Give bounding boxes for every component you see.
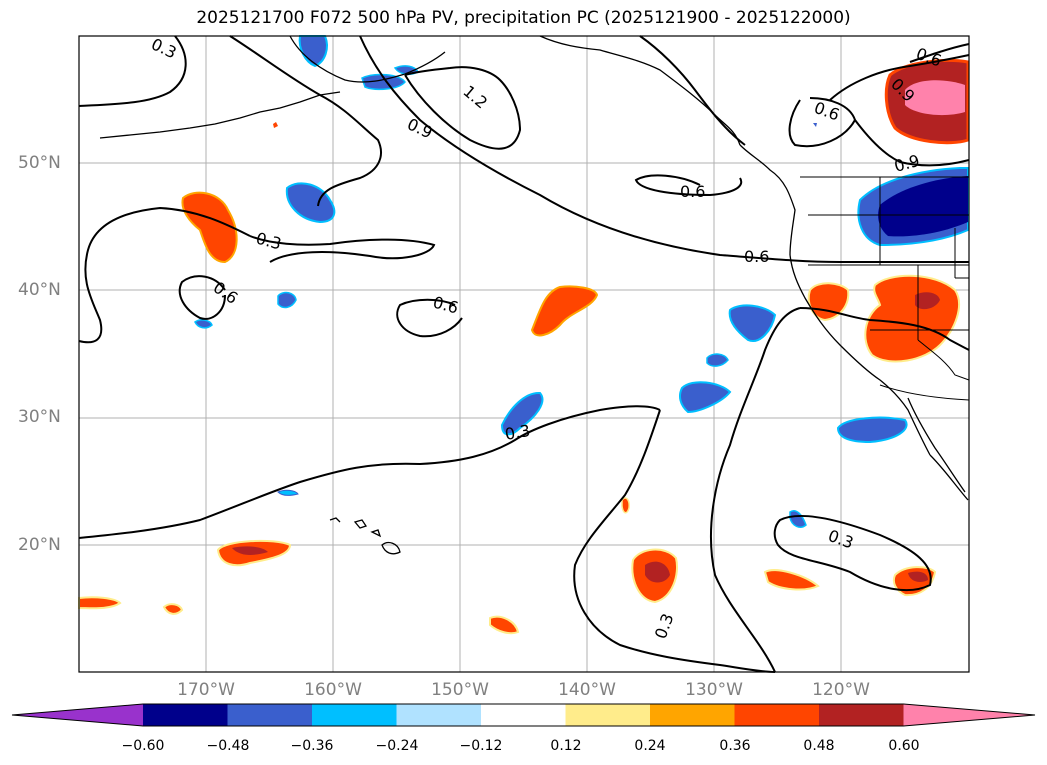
- lon-label: 130°W: [685, 680, 743, 700]
- precip-patch: [789, 510, 807, 528]
- precip-patch: [813, 123, 817, 127]
- precip-patch: [162, 603, 184, 615]
- colorbar-tick-label: 0.24: [634, 738, 666, 754]
- lat-label: 50°N: [18, 153, 61, 173]
- contour-label: 0.6: [680, 182, 705, 201]
- precip-patch: [273, 122, 278, 128]
- colorbar-tick-label: 0.36: [719, 738, 751, 754]
- precip-patch: [232, 546, 268, 555]
- lon-label: 170°W: [177, 680, 235, 700]
- precip-patch: [905, 80, 965, 116]
- precip-patch: [489, 615, 520, 635]
- colorbar-swatch: [565, 704, 651, 726]
- precip-patch: [285, 182, 336, 224]
- precip-patch: [181, 191, 238, 264]
- colorbar-tick-label: −0.36: [290, 738, 334, 754]
- precip-patch: [728, 304, 777, 342]
- lat-label: 40°N: [18, 280, 61, 300]
- map-frame: [78, 35, 970, 673]
- precip-patch: [194, 319, 213, 329]
- lon-label: 120°W: [812, 680, 870, 700]
- precip-patch: [530, 285, 599, 337]
- precip-patch: [878, 176, 968, 237]
- colorbar-swatch: [481, 704, 566, 726]
- colorbar-swatch: [819, 704, 904, 726]
- lon-label: 150°W: [431, 680, 489, 700]
- coastlines: [99, 35, 969, 555]
- colorbar-tick-label: −0.12: [459, 738, 503, 754]
- lat-label: 30°N: [18, 407, 61, 427]
- precip-patch: [908, 571, 928, 582]
- lat-label: 20°N: [18, 535, 61, 555]
- precip-patch: [621, 497, 630, 514]
- precip-patch: [298, 35, 328, 68]
- lon-label: 160°W: [304, 680, 362, 700]
- contour-label: 0.3: [503, 421, 531, 444]
- colorbar-tick-label: −0.60: [121, 738, 165, 754]
- precip-patch: [78, 596, 122, 610]
- colorbar-swatch: [734, 704, 820, 726]
- precip-patch: [277, 489, 299, 496]
- precip-patch: [679, 381, 732, 414]
- precip-patch: [836, 416, 908, 444]
- colorbar-tick-label: −0.24: [375, 738, 419, 754]
- map-title: 2025121700 F072 500 hPa PV, precipitatio…: [196, 8, 851, 28]
- precip-patch: [277, 291, 297, 309]
- precip-patch: [500, 391, 544, 436]
- colorbar-tick-label: 0.48: [803, 738, 835, 754]
- colorbar-swatch: [650, 704, 735, 726]
- colorbar-tick-label: 0.12: [550, 738, 582, 754]
- colorbar-outline: [11, 703, 1036, 727]
- lon-label: 140°W: [558, 680, 616, 700]
- colorbar-tick-label: −0.48: [206, 738, 250, 754]
- borders: [800, 176, 970, 401]
- colorbar-extend-high: [903, 704, 1035, 726]
- precip-patch: [763, 569, 820, 591]
- precip-patch: [645, 561, 670, 583]
- contour-label: 0.6: [744, 247, 769, 266]
- colorbar-tick-label: 0.60: [888, 738, 920, 754]
- precip-patch: [361, 73, 406, 91]
- colorbar-extend-low: [12, 704, 143, 726]
- pv-contours: [78, 35, 970, 673]
- precip-patch: [706, 353, 729, 367]
- precip-patch: [915, 292, 940, 310]
- colorbar-swatch: [312, 704, 397, 726]
- precip-positive: [78, 59, 970, 635]
- colorbar-swatch: [143, 704, 228, 726]
- colorbar-swatch: [396, 704, 482, 726]
- colorbar-swatch: [227, 704, 313, 726]
- precip-negative: [194, 35, 969, 528]
